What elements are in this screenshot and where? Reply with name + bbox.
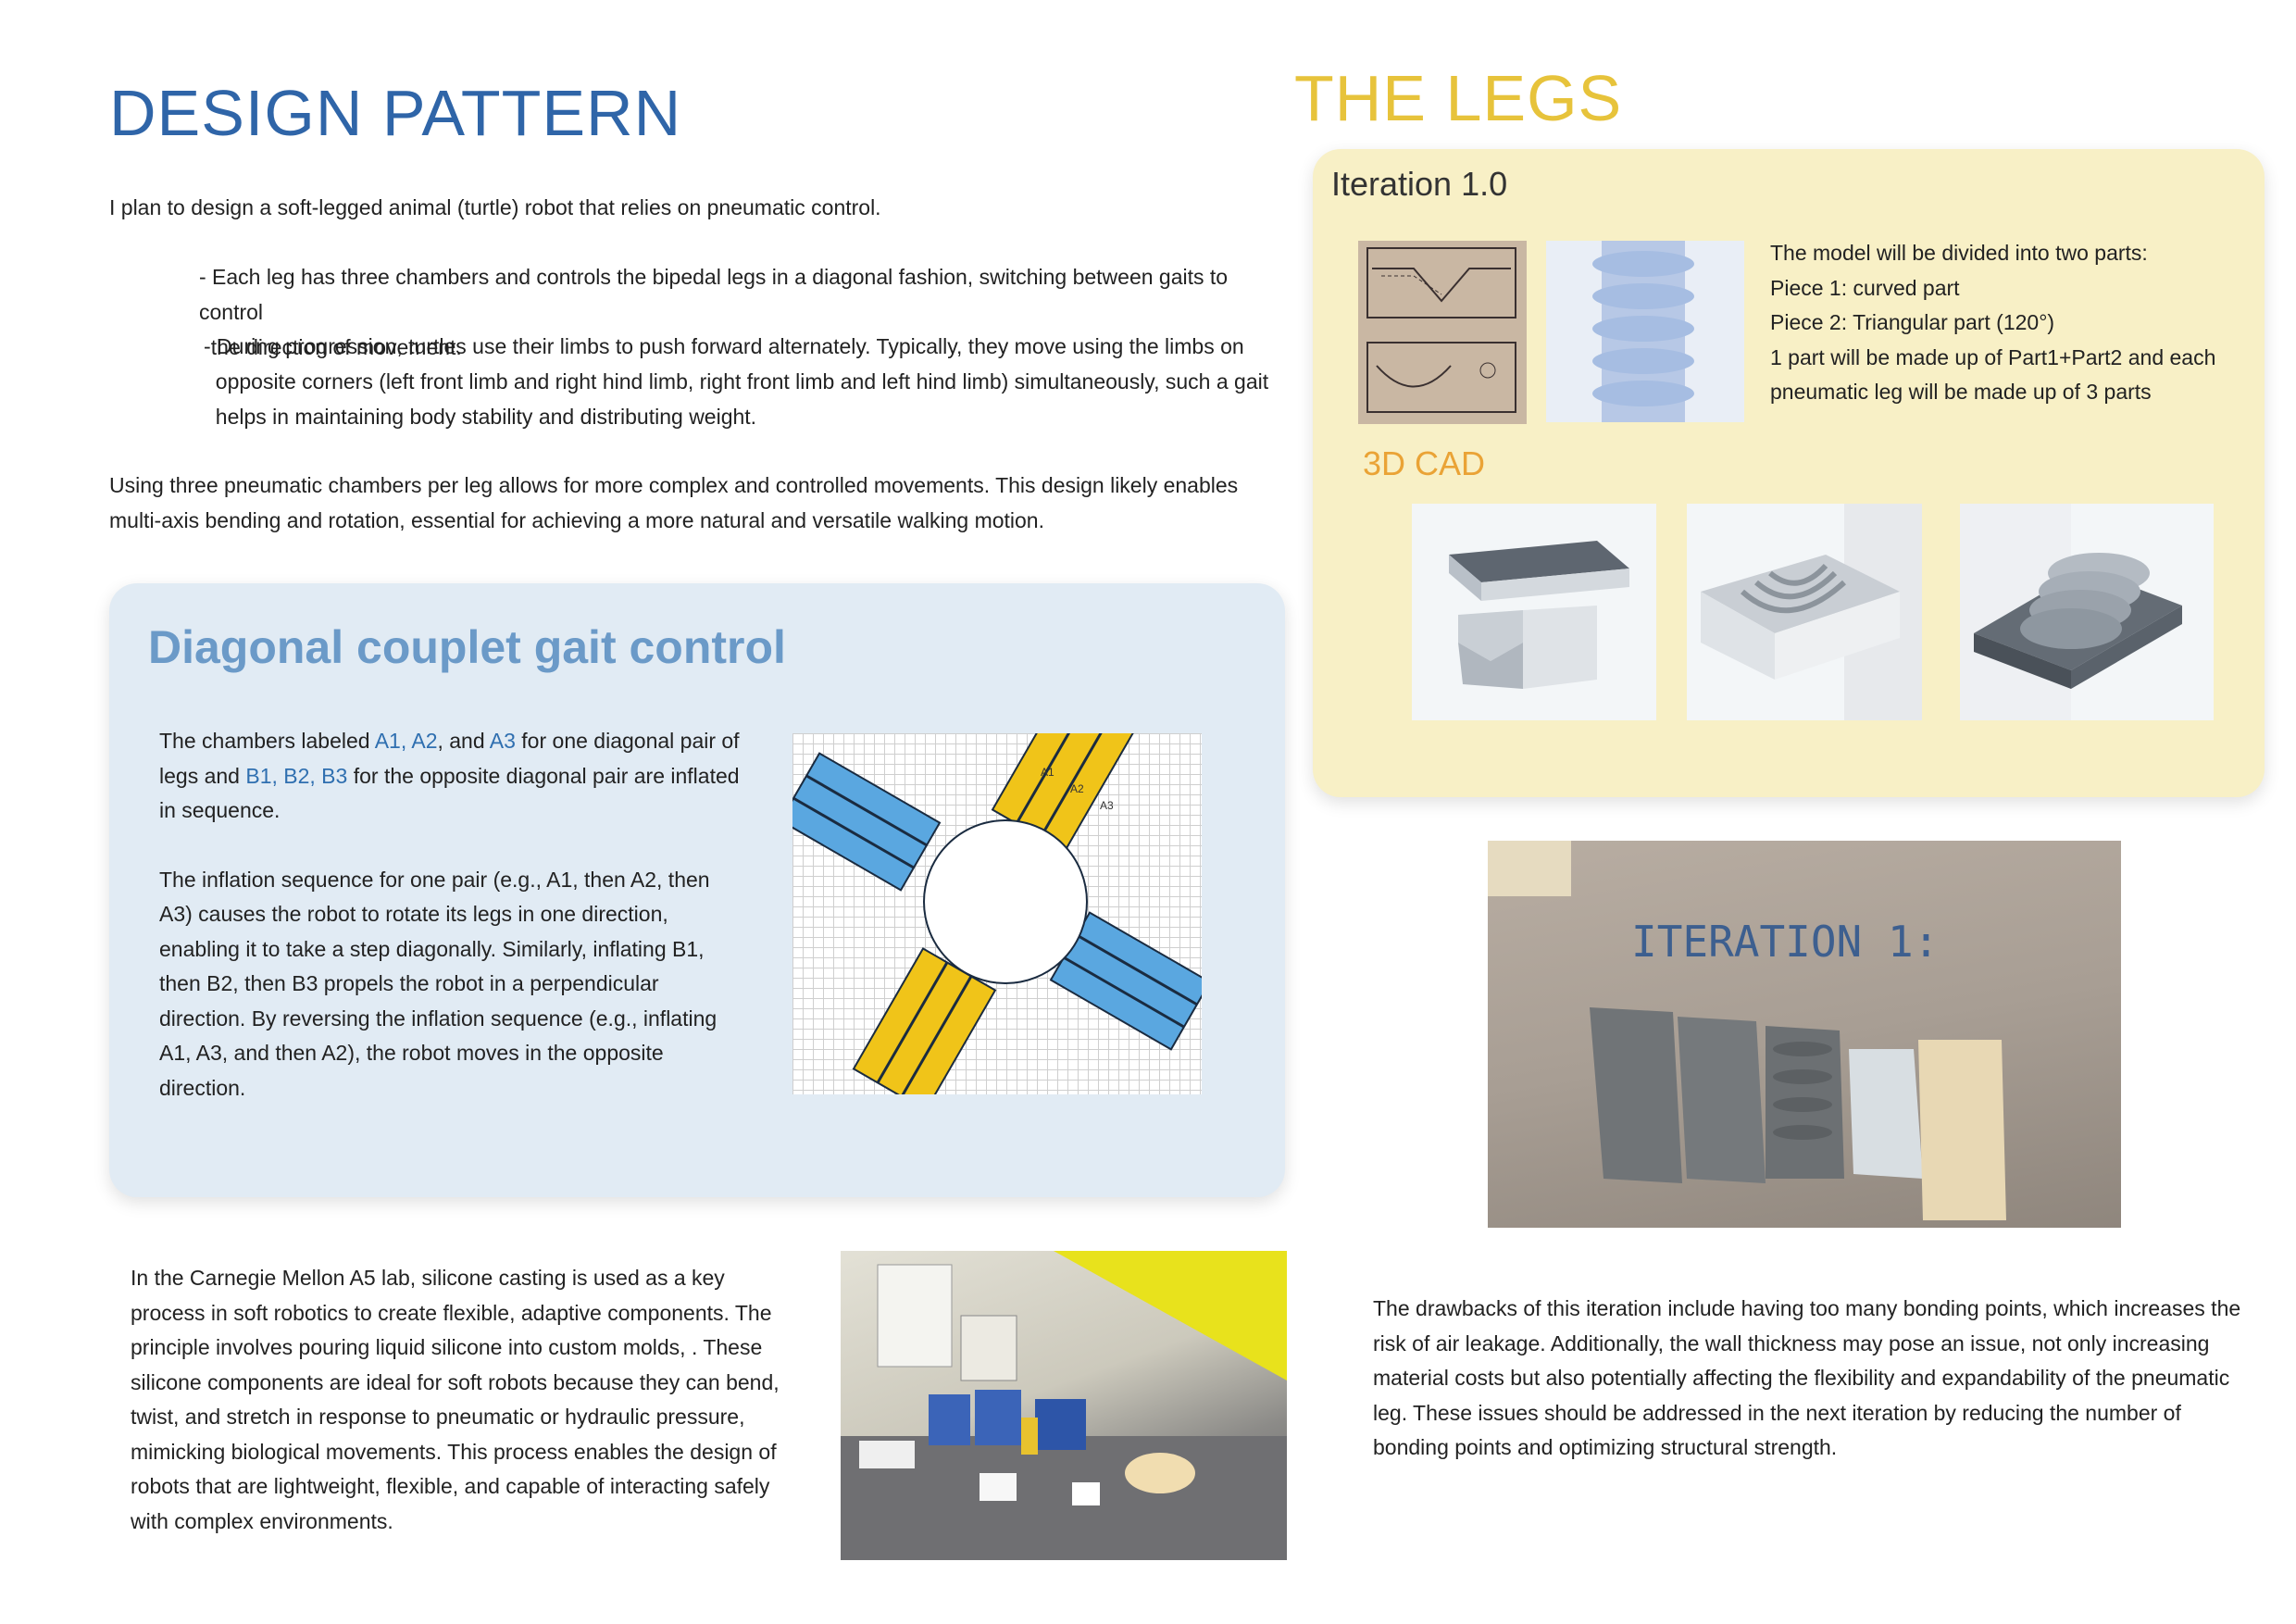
iteration-photo-svg: ITERATION 1: — [1488, 841, 2006, 1220]
blue-leg-upper — [779, 752, 942, 892]
model-line: The model will be divided into two parts… — [1770, 241, 2148, 265]
drawbacks-text: The drawbacks of this iteration include … — [1373, 1296, 2247, 1459]
intro-text: I plan to design a soft-legged animal (t… — [109, 195, 881, 219]
sketch-svg — [1366, 247, 1516, 413]
gait-highlight-b: B1, B2, B3 — [245, 763, 348, 788]
cad-render-assembly — [1412, 504, 1656, 720]
photo-caption: ITERATION 1: — [1631, 917, 1939, 967]
label-a2: A2 — [1070, 782, 1084, 795]
chambers-paragraph: Using three pneumatic chambers per leg a… — [109, 473, 1244, 532]
blue-leg-lower — [1049, 911, 1212, 1051]
body-circle — [923, 819, 1088, 984]
cad-render-svg — [1701, 504, 1922, 720]
cad-render-svg — [1449, 541, 1629, 689]
gait-diagram-svg: A1 A2 A3 — [779, 688, 1212, 1112]
gait-highlight-a3: A3 — [489, 729, 516, 753]
model-description: The model will be divided into two parts… — [1770, 236, 2252, 410]
model-line: 1 part will be made up of Part1+Part2 an… — [1770, 344, 2216, 405]
bullet-1: - Each leg has three chambers and contro… — [199, 265, 1229, 359]
gait-diagram: A1 A2 A3 — [779, 688, 1212, 1112]
gait-sequence-text: The inflation sequence for one pair (e.g… — [159, 867, 718, 1100]
page-title: DESIGN PATTERN — [109, 77, 682, 149]
yellow-leg-lower — [852, 947, 997, 1112]
bullet-2: - During progression, turtles use their … — [204, 334, 1269, 429]
model-line: Piece 2: Triangular part (120°) — [1770, 310, 2055, 334]
mold-photo — [1546, 241, 1744, 422]
gait-text-part: , and — [437, 729, 490, 753]
gait-highlight-a12: A1, A2 — [374, 729, 438, 753]
model-line: Piece 1: curved part — [1770, 275, 1960, 300]
silicone-casting-text: In the Carnegie Mellon A5 lab, silicone … — [131, 1266, 786, 1533]
cad-render-curved — [1687, 504, 1922, 720]
label-a3: A3 — [1100, 799, 1114, 812]
cad-render-ribbed — [1960, 504, 2214, 720]
lab-photo — [841, 1251, 1287, 1560]
gait-text-part: The chambers labeled — [159, 729, 375, 753]
gait-title: Diagonal couplet gait control — [148, 621, 786, 673]
cad-title: 3D CAD — [1363, 444, 1486, 482]
iteration-title: Iteration 1.0 — [1331, 165, 1508, 203]
cad-render-svg — [1960, 504, 2182, 720]
gait-text-part: for one diagonal pair of legs and — [159, 729, 740, 788]
iteration-photo: ITERATION 1: — [1488, 841, 2121, 1228]
label-a1: A1 — [1041, 766, 1054, 779]
mold-photo-svg — [1592, 241, 1694, 422]
sketch-image — [1358, 241, 1527, 424]
gait-text: The chambers labeled A1, A2, and A3 for … — [159, 724, 742, 1106]
legs-title: THE LEGS — [1294, 62, 1623, 134]
lab-photo-svg — [841, 1251, 1287, 1560]
gait-text-part: for the opposite diagonal pair are infla… — [159, 763, 740, 823]
